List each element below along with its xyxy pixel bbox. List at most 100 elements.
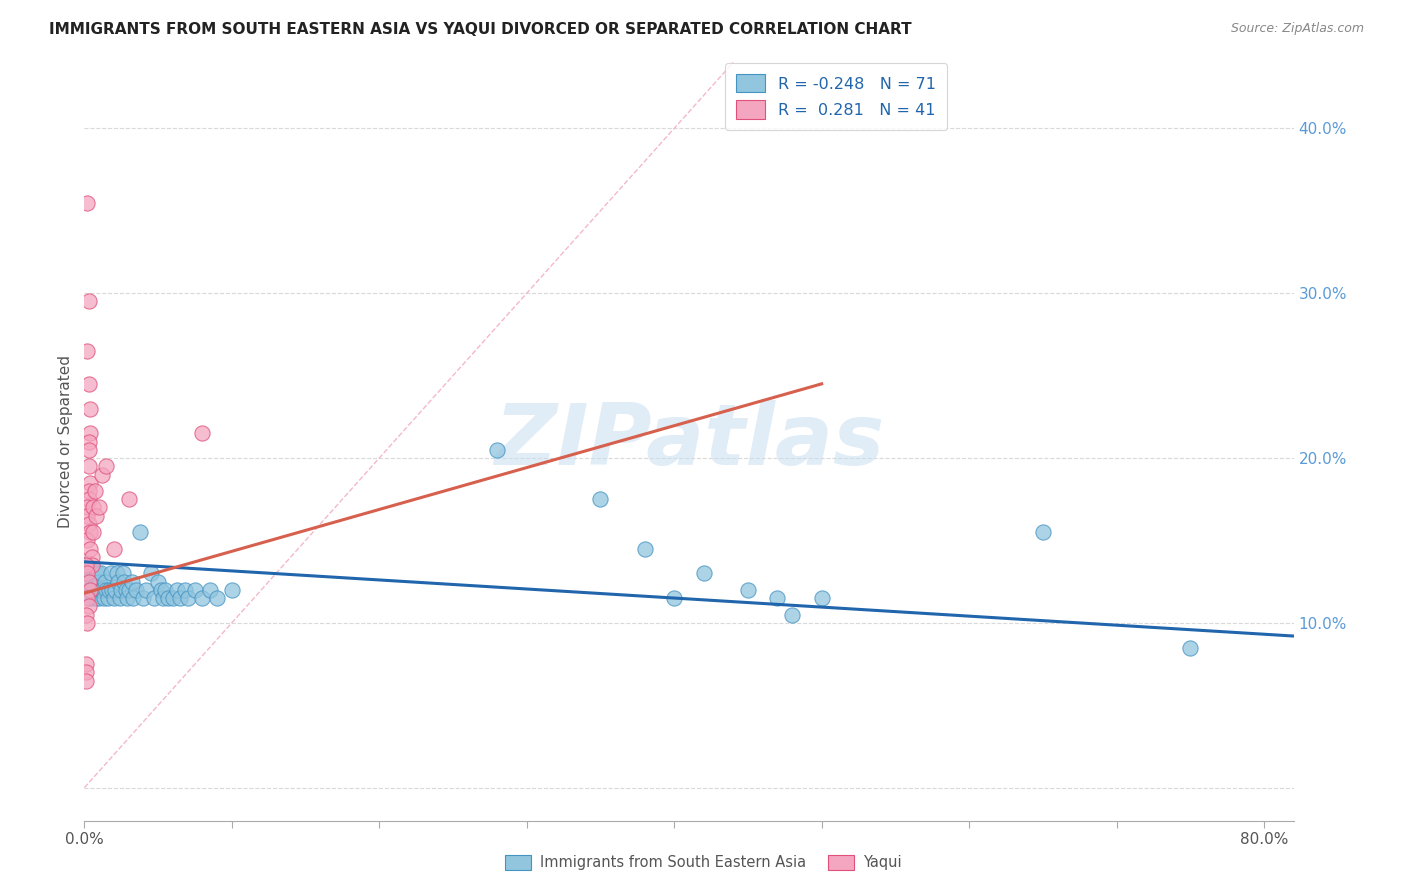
Point xyxy=(77,492,100,507)
Point xyxy=(84,508,107,523)
Point xyxy=(79,426,101,441)
Legend: Immigrants from South Eastern Asia, Yaqui: Immigrants from South Eastern Asia, Yaqu… xyxy=(499,848,907,876)
Point xyxy=(91,467,114,482)
Point xyxy=(79,591,101,606)
Point xyxy=(77,483,100,498)
Point xyxy=(93,591,115,606)
Point xyxy=(77,599,100,614)
Point xyxy=(79,582,101,597)
Point xyxy=(111,566,134,581)
Point xyxy=(80,582,103,597)
Point xyxy=(80,566,103,581)
Point xyxy=(90,566,112,581)
Point xyxy=(76,500,98,515)
Point xyxy=(77,516,100,531)
Point xyxy=(98,582,121,597)
Point xyxy=(75,558,97,573)
Point xyxy=(75,558,97,573)
Point xyxy=(150,582,173,597)
Point xyxy=(117,492,139,507)
Point xyxy=(76,566,98,581)
Point xyxy=(589,492,612,507)
Y-axis label: Divorced or Separated: Divorced or Separated xyxy=(58,355,73,528)
Point xyxy=(87,591,110,606)
Point xyxy=(76,508,98,523)
Point xyxy=(103,591,125,606)
Point xyxy=(76,566,98,581)
Point xyxy=(76,615,98,630)
Point xyxy=(84,591,107,606)
Point xyxy=(82,525,104,540)
Point xyxy=(87,500,110,515)
Point xyxy=(75,665,97,680)
Point xyxy=(132,591,155,606)
Point xyxy=(79,541,101,556)
Point xyxy=(77,376,100,391)
Point xyxy=(100,566,122,581)
Point xyxy=(692,566,714,581)
Point xyxy=(104,582,127,597)
Point xyxy=(75,673,97,688)
Point xyxy=(146,574,169,589)
Point xyxy=(191,591,214,606)
Point xyxy=(780,607,803,622)
Point xyxy=(77,434,100,449)
Point xyxy=(122,591,145,606)
Point xyxy=(125,582,148,597)
Point xyxy=(112,574,135,589)
Point xyxy=(634,541,657,556)
Point xyxy=(1180,640,1202,655)
Point xyxy=(91,582,114,597)
Point xyxy=(101,582,124,597)
Point xyxy=(169,591,191,606)
Point xyxy=(107,574,129,589)
Point xyxy=(166,582,188,597)
Point xyxy=(184,582,207,597)
Point xyxy=(80,549,103,564)
Point xyxy=(486,442,509,457)
Point xyxy=(90,582,112,597)
Point xyxy=(135,582,157,597)
Point xyxy=(77,442,100,457)
Text: IMMIGRANTS FROM SOUTH EASTERN ASIA VS YAQUI DIVORCED OR SEPARATED CORRELATION CH: IMMIGRANTS FROM SOUTH EASTERN ASIA VS YA… xyxy=(49,22,912,37)
Point xyxy=(191,426,214,441)
Point xyxy=(152,591,174,606)
Point xyxy=(86,582,108,597)
Point xyxy=(77,574,100,589)
Point xyxy=(810,591,832,606)
Point xyxy=(664,591,686,606)
Point xyxy=(79,525,101,540)
Point xyxy=(77,574,100,589)
Point xyxy=(82,500,104,515)
Point xyxy=(114,582,136,597)
Point xyxy=(157,591,180,606)
Text: Source: ZipAtlas.com: Source: ZipAtlas.com xyxy=(1230,22,1364,36)
Point xyxy=(80,558,103,573)
Point xyxy=(94,574,117,589)
Point xyxy=(76,591,98,606)
Point xyxy=(76,533,98,548)
Legend: R = -0.248   N = 71, R =  0.281   N = 41: R = -0.248 N = 71, R = 0.281 N = 41 xyxy=(725,62,948,130)
Point xyxy=(117,582,139,597)
Point xyxy=(83,566,105,581)
Point xyxy=(96,459,118,474)
Point xyxy=(198,582,221,597)
Point xyxy=(173,582,195,597)
Point xyxy=(162,591,184,606)
Point xyxy=(221,582,243,597)
Point xyxy=(77,294,100,309)
Point xyxy=(142,591,165,606)
Point xyxy=(176,591,198,606)
Point xyxy=(77,459,100,474)
Point xyxy=(155,582,177,597)
Point xyxy=(79,582,101,597)
Point xyxy=(115,591,138,606)
Point xyxy=(79,401,101,416)
Point xyxy=(121,574,143,589)
Point xyxy=(82,574,104,589)
Point xyxy=(76,195,98,210)
Point xyxy=(108,591,131,606)
Point xyxy=(82,591,104,606)
Point xyxy=(105,566,128,581)
Point xyxy=(766,591,789,606)
